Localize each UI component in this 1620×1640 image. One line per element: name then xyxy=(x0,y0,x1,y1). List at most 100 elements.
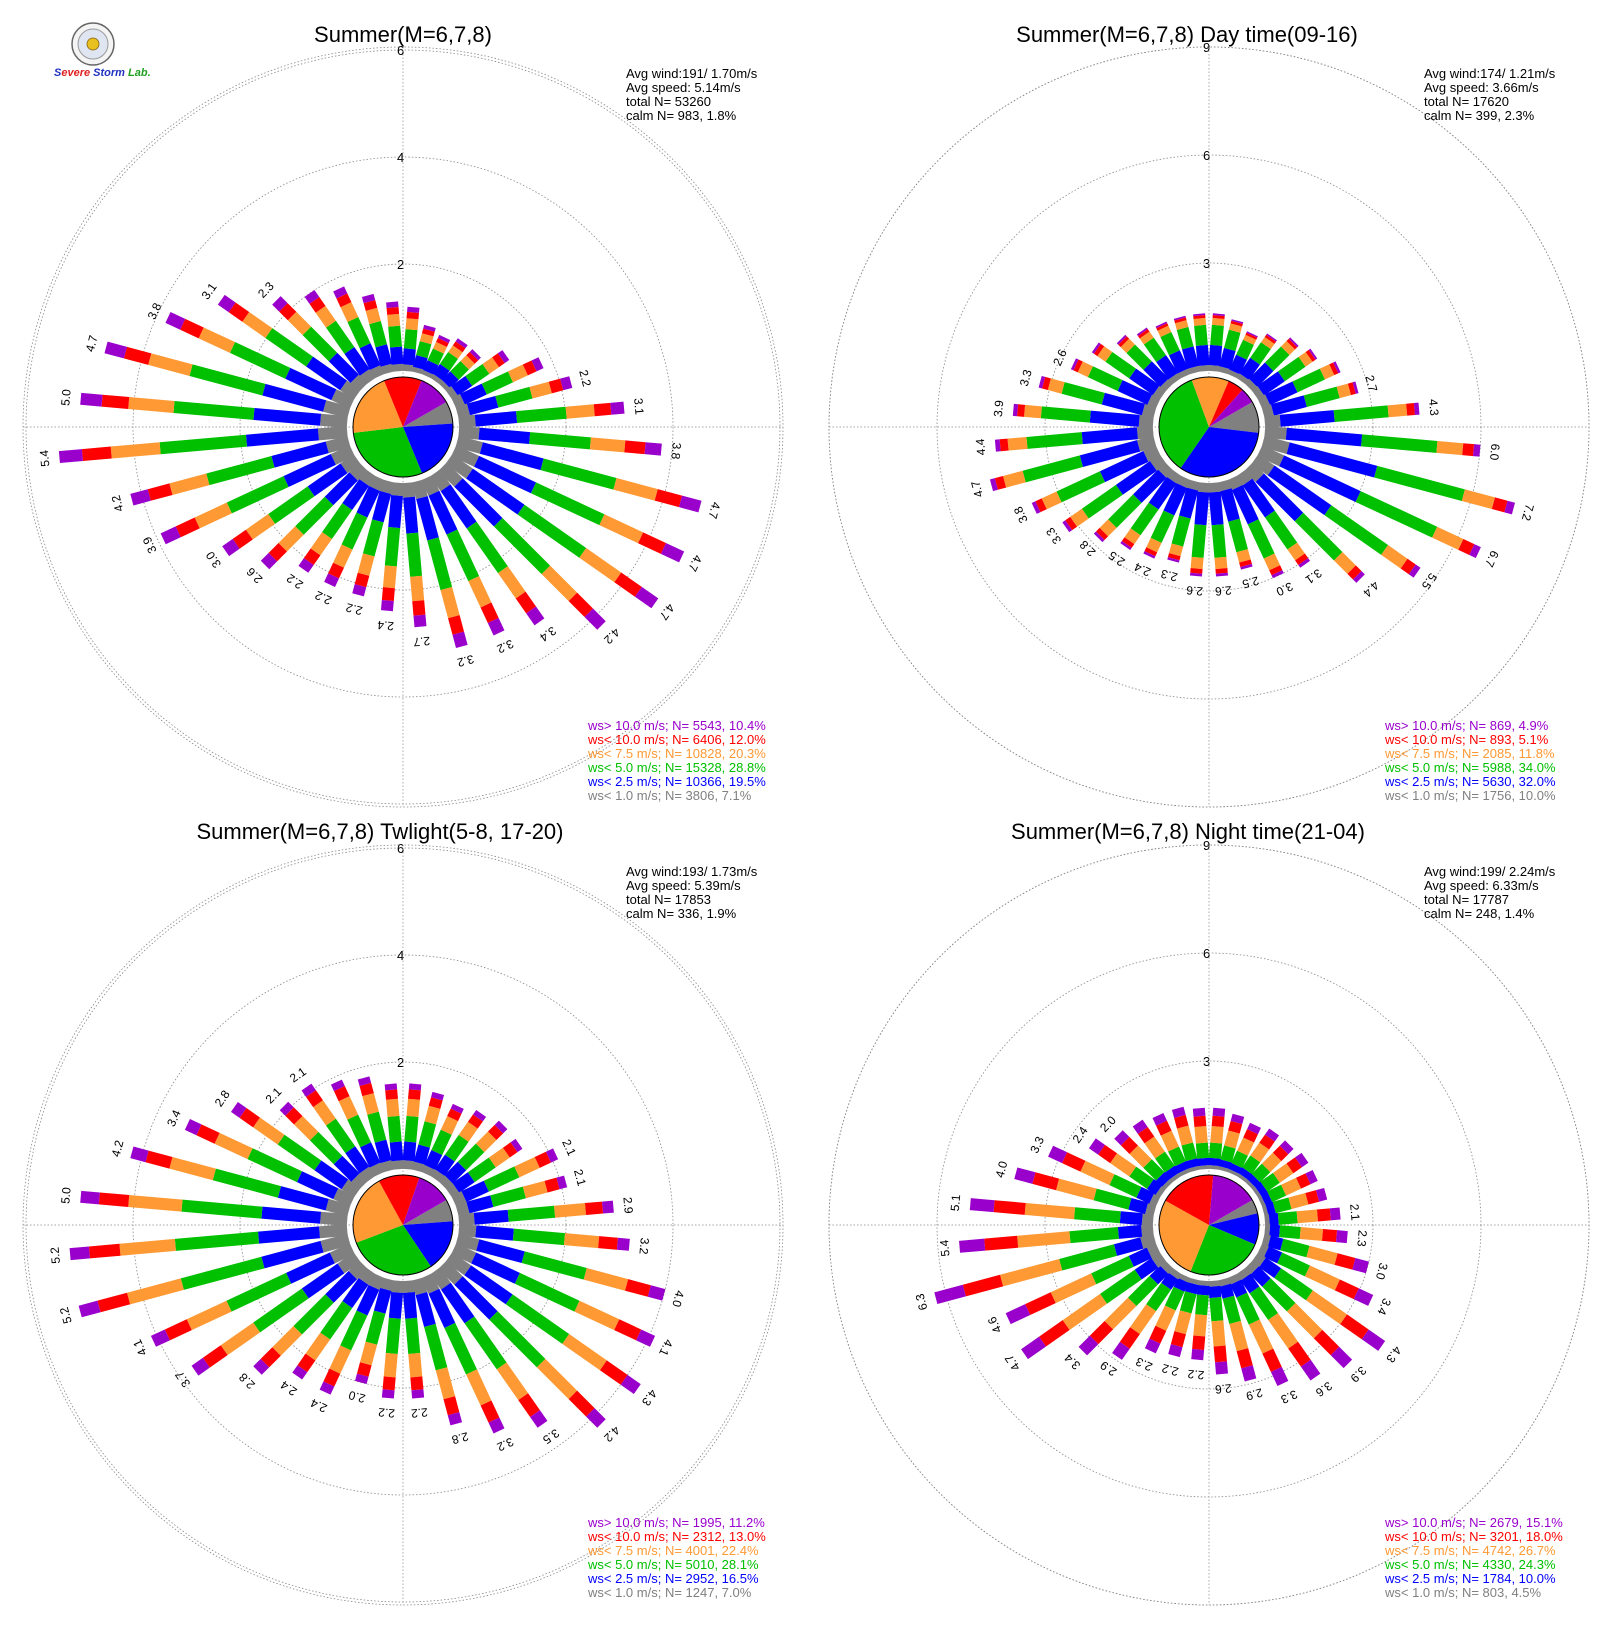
bar-segment xyxy=(169,473,210,495)
bar-segment xyxy=(625,1279,651,1297)
bar-segment xyxy=(1149,1265,1169,1285)
bar-segment xyxy=(1228,518,1248,553)
bar-segment xyxy=(1268,1313,1299,1349)
bar-segment xyxy=(174,1231,260,1251)
bar-segment xyxy=(169,1157,216,1181)
bar-segment xyxy=(1150,510,1175,543)
bar-segment xyxy=(1217,479,1232,492)
bar-segment xyxy=(1169,1172,1182,1183)
bar-segment xyxy=(1261,1152,1282,1173)
bar-segment xyxy=(1118,336,1130,348)
bar-segment xyxy=(554,1203,587,1218)
bar-segment xyxy=(1222,1295,1241,1325)
bar-segment xyxy=(1104,1297,1137,1330)
bar-segment xyxy=(446,529,480,582)
bar-segment xyxy=(363,300,378,311)
bar-total-label: 2.6 xyxy=(1185,583,1203,598)
direction-bar xyxy=(1207,313,1225,372)
bar-segment xyxy=(451,445,480,467)
pie-slice xyxy=(353,1181,403,1243)
bar-segment xyxy=(1056,471,1105,503)
bar-segment xyxy=(1129,368,1160,396)
bar-segment xyxy=(1227,1168,1240,1177)
bar-segment xyxy=(1264,1128,1280,1142)
bar-segment xyxy=(1155,1171,1171,1187)
bar-segment xyxy=(326,320,355,354)
bar-segment xyxy=(261,1240,324,1269)
bar-segment xyxy=(356,1362,372,1377)
bar-segment xyxy=(406,1098,420,1117)
bar-segment xyxy=(1462,443,1475,457)
bar-segment xyxy=(1219,347,1236,370)
bar-segment xyxy=(384,1083,398,1091)
bar-segment xyxy=(1251,454,1275,476)
bar-segment xyxy=(175,517,200,538)
direction-bar xyxy=(80,1190,348,1227)
direction-bar xyxy=(1167,479,1201,563)
ring-label: 2 xyxy=(397,1055,404,1070)
bar-segment xyxy=(1279,1225,1301,1239)
direction-bar xyxy=(330,1079,385,1177)
bar-segment xyxy=(564,1233,600,1249)
bar-segment xyxy=(585,1201,604,1216)
bar-segment xyxy=(1238,1167,1252,1180)
bar-segment xyxy=(340,1310,368,1351)
bar-segment xyxy=(253,407,322,426)
bar-segment xyxy=(80,392,103,407)
bar-segment xyxy=(408,1083,422,1091)
bar-segment xyxy=(613,478,658,501)
bar-segment xyxy=(1192,1107,1206,1117)
bar-segment xyxy=(430,373,443,385)
panel-title: Summer(M=6,7,8) Night time(21-04) xyxy=(1011,819,1365,844)
bar-segment xyxy=(1007,436,1028,451)
bar-segment xyxy=(1065,516,1078,531)
bar-segment xyxy=(474,411,518,427)
ring-label: 6 xyxy=(397,43,404,58)
bar-segment xyxy=(380,1160,395,1173)
bar-total-label: 2.7 xyxy=(413,634,431,649)
bar-segment xyxy=(1179,487,1199,519)
bar-segment xyxy=(222,538,240,557)
bar-segment xyxy=(1181,1142,1198,1162)
bar-segment xyxy=(1296,1209,1319,1224)
bar-total-label: 2.9 xyxy=(1244,1385,1264,1403)
bar-segment xyxy=(1251,1185,1262,1198)
bar-segment xyxy=(406,311,420,320)
direction-bar xyxy=(1244,1140,1294,1190)
pie-slice xyxy=(1158,1200,1209,1272)
bar-segment xyxy=(338,1096,359,1120)
bar-segment xyxy=(487,1124,504,1141)
panel-title: Summer(M=6,7,8) Day time(09-16) xyxy=(1016,22,1358,47)
bar-segment xyxy=(1308,348,1318,360)
bar-segment xyxy=(440,1116,459,1135)
bar-segment xyxy=(969,1198,995,1213)
bar-segment xyxy=(1134,1258,1159,1280)
bar-segment xyxy=(330,445,355,465)
stat-line: total N= 17853 xyxy=(626,892,711,907)
ring-label: 4 xyxy=(397,948,404,963)
bar-segment xyxy=(226,1272,292,1312)
bar-segment xyxy=(431,1091,445,1101)
bar-segment xyxy=(507,364,528,383)
bar-segment xyxy=(285,367,337,401)
bar-segment xyxy=(560,376,573,391)
windrose-panel: 3692.12.33.03.44.33.93.63.32.92.62.22.22… xyxy=(828,819,1590,1606)
bar-segment xyxy=(574,1300,620,1331)
direction-bar xyxy=(458,425,662,456)
direction-bar xyxy=(421,1103,464,1177)
pie-slice xyxy=(1209,389,1253,427)
bar-segment xyxy=(320,1233,351,1253)
bar-segment xyxy=(1305,1290,1348,1325)
ring-label: 3 xyxy=(1203,1054,1210,1069)
bar-segment xyxy=(268,543,287,562)
bar-segment xyxy=(482,357,500,374)
bar-segment xyxy=(1211,1115,1225,1128)
bar-segment xyxy=(459,383,487,405)
bar-segment xyxy=(1329,362,1339,376)
bar-segment xyxy=(1177,368,1191,379)
bar-total-label: 2.8 xyxy=(212,1087,233,1109)
bar-segment xyxy=(1038,375,1046,389)
bar-total-label: 3.8 xyxy=(145,300,165,321)
bar-segment xyxy=(160,526,181,545)
bar-segment xyxy=(1280,1238,1310,1258)
